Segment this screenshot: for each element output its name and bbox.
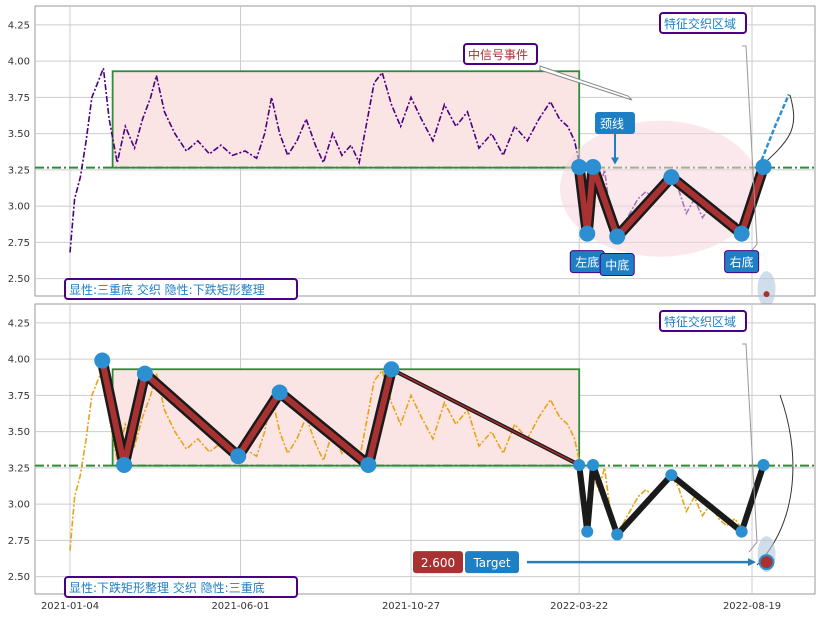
bottom-ytick-label: 3.50 [8,427,30,438]
signal-pointer [539,65,633,101]
top-ytick-label: 3.25 [8,165,30,176]
top-zone-pointer [742,45,758,255]
top-ytick-label: 2.50 [8,274,30,285]
top-ytick-label: 3.50 [8,129,30,140]
top-pattern-text: 显性:三重底 交织 隐性:下跌矩形整理 [69,282,265,297]
downtrend-line-inner [391,368,580,466]
top-ytick-label: 4.25 [8,20,30,31]
bottom-label: 左底 [575,255,599,270]
xtick-label: 2021-01-04 [41,601,99,612]
xtick-label: 2022-03-22 [550,601,608,612]
top-target-halo [757,271,776,308]
bottom-ytick-label: 2.75 [8,536,30,547]
bottom-ytick-label: 3.75 [8,391,30,402]
top-pattern-point [579,225,596,242]
signal-label: 中信号事件 [468,47,528,62]
bottom-pattern-point [757,458,770,471]
target-arrow-head [748,558,756,567]
top-pattern-point [571,158,588,175]
top-ytick-label: 3.75 [8,93,30,104]
bottom-ytick-label: 2.50 [8,572,30,583]
top-pattern-point [585,158,602,175]
top-pattern-point [733,225,750,242]
rect-pivot-point [360,456,377,473]
bottom-ytick-label: 4.25 [8,318,30,329]
bottom-pattern-point [573,458,586,471]
bottom-label: 中底 [605,258,629,273]
rect-pivot-point [383,361,400,378]
rect-pivot-point [230,448,247,465]
top-pattern-point [609,228,626,245]
top-pattern-box [64,278,298,300]
top-ytick-label: 2.75 [8,238,30,249]
bottom-pattern-point [735,525,748,538]
xtick-label: 2022-08-19 [723,601,781,612]
rect-pivot-point [94,352,111,369]
top-pattern-point [755,158,772,175]
bottom-zone-box [659,310,747,332]
bottom-pattern-point [581,525,594,538]
bottom-ytick-label: 4.00 [8,355,30,366]
bottom-zone-pointer [742,343,758,553]
neckline-label: 颈线 [600,117,624,131]
bottom-pattern-box [64,576,298,598]
rect-pivot-point [116,456,133,473]
bottom-target-marker [758,554,775,571]
bottom-label-box [724,250,760,274]
bottom-ytick-label: 3.00 [8,500,30,511]
target-label: Target [472,556,510,570]
target-value-label: 2.600 [421,556,455,570]
bottom-pattern-point [587,458,600,471]
neckline-box [595,112,635,134]
target-value-box [413,551,463,574]
bottom-pattern-text: 显性:下跌矩形整理 交织 隐性:三重底 [69,580,265,595]
top-target-marker [763,291,770,298]
bottom-price-line [69,366,765,551]
top-rectangle-zone [111,70,581,169]
signal-box [463,43,538,65]
target-box [465,551,519,574]
rect-pivot-point [136,365,153,382]
bottom-label: 右底 [730,255,754,270]
bottom-pattern-point [665,469,678,482]
bottom-pattern-point [611,528,624,541]
top-ytick-label: 3.00 [8,202,30,213]
top-zone-box [659,12,747,34]
top-price-line [69,68,765,253]
top-pattern-point [663,169,680,186]
xtick-label: 2021-06-01 [211,601,269,612]
top-ytick-label: 4.00 [8,57,30,68]
neckline-pointer-head [611,157,619,165]
bottom-ytick-label: 3.25 [8,463,30,474]
top-zone-label: 特征交织区域 [664,16,736,31]
rect-pivot-point [271,384,288,401]
bottom-label-box [599,253,635,277]
bottom-zone-label: 特征交织区域 [664,314,736,329]
breakout-line [757,93,790,168]
xtick-label: 2021-10-27 [382,601,440,612]
